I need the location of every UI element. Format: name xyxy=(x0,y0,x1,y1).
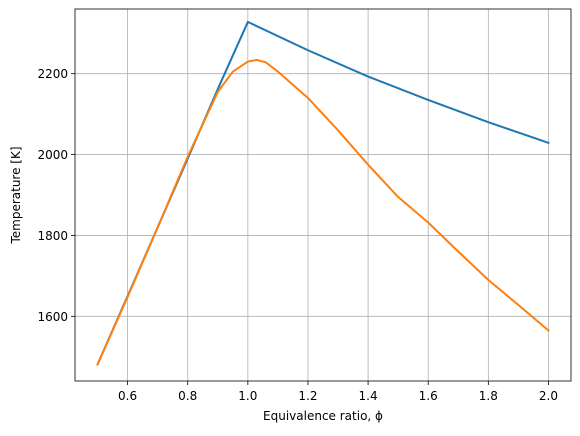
x-tick-label: 2.0 xyxy=(539,389,558,403)
plot-frame xyxy=(74,8,572,382)
y-tick-label: 1800 xyxy=(37,229,68,243)
series-layer xyxy=(96,20,550,366)
series-line-2 xyxy=(96,58,550,366)
ticks-layer: 0.6 0.8 1.0 1.2 1.4 1.6 1.8 2.0 1600 1800 2000 2200 xyxy=(37,67,558,403)
y-axis-label: Temperature [K] xyxy=(9,146,23,244)
grid-layer xyxy=(75,9,571,381)
x-tick-label: 1.4 xyxy=(359,389,378,403)
y-tick-label: 2000 xyxy=(37,148,68,162)
x-tick-label: 0.6 xyxy=(118,389,137,403)
x-tick-label: 0.8 xyxy=(178,389,197,403)
x-tick-label: 1.0 xyxy=(238,389,257,403)
x-axis-label: Equivalence ratio, ϕ xyxy=(263,409,383,423)
x-tick-label: 1.6 xyxy=(419,389,438,403)
y-tick-label: 2200 xyxy=(37,67,68,81)
x-tick-label: 1.2 xyxy=(298,389,317,403)
y-tick-label: 1600 xyxy=(37,310,68,324)
x-tick-label: 1.8 xyxy=(479,389,498,403)
